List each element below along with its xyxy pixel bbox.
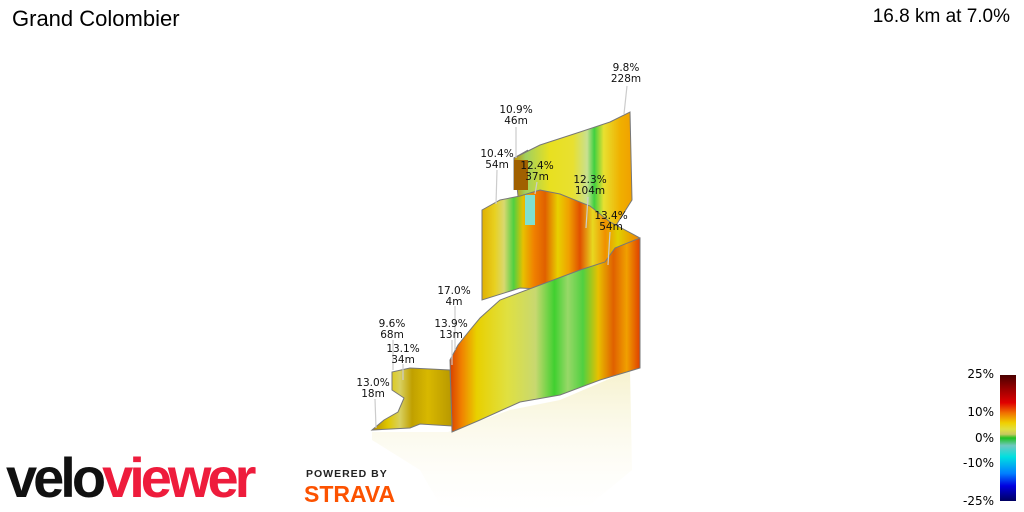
svg-text:9.6%: 9.6%	[379, 318, 406, 330]
svg-text:13.4%: 13.4%	[594, 210, 627, 222]
annotation-summit: 9.8% 228m	[611, 62, 641, 85]
profile-dark-block	[514, 160, 528, 190]
svg-text:13.9%: 13.9%	[434, 318, 467, 330]
annotation-2: 10.9% 46m	[499, 104, 532, 127]
annotation-leaders	[374, 85, 628, 429]
climb-title: Grand Colombier	[12, 6, 180, 31]
annotation-11: 13.0% 18m	[356, 377, 389, 400]
svg-text:228m: 228m	[611, 73, 641, 85]
annotation-5: 12.3% 104m	[573, 174, 606, 197]
svg-text:54m: 54m	[485, 159, 509, 171]
profile-cyan-strip	[525, 195, 535, 225]
climb-summary: 16.8 km at 7.0%	[872, 6, 1010, 27]
annotation-7: 17.0% 4m	[437, 285, 470, 308]
annotation-10: 13.1% 34m	[386, 343, 419, 366]
svg-text:13.0%: 13.0%	[356, 377, 389, 389]
legend-tick-neg10: -10%	[962, 456, 994, 470]
svg-text:18m: 18m	[361, 388, 385, 400]
svg-text:10.4%: 10.4%	[480, 148, 513, 160]
annotation-4: 12.4% 37m	[520, 160, 553, 183]
profile-reflection	[372, 370, 632, 512]
strava-logo[interactable]: STRAVA	[304, 481, 396, 507]
annotation-6: 13.4% 54m	[594, 210, 627, 233]
legend-tick-10: 10%	[967, 405, 994, 419]
legend-tick-25: 25%	[967, 367, 994, 381]
legend-tick-neg25: -25%	[962, 494, 994, 508]
svg-text:9.8%: 9.8%	[613, 62, 640, 74]
svg-text:17.0%: 17.0%	[437, 285, 470, 297]
annotation-9: 9.6% 68m	[379, 318, 406, 341]
svg-text:68m: 68m	[380, 329, 404, 341]
annotation-8: 13.9% 13m	[434, 318, 467, 341]
svg-text:37m: 37m	[525, 171, 549, 183]
svg-text:12.3%: 12.3%	[573, 174, 606, 186]
svg-text:13.1%: 13.1%	[386, 343, 419, 355]
profile-segment-start	[370, 367, 453, 431]
svg-text:104m: 104m	[575, 185, 605, 197]
annotation-3: 10.4% 54m	[480, 148, 513, 171]
legend-tick-0: 0%	[974, 431, 994, 445]
svg-text:46m: 46m	[504, 115, 528, 127]
svg-text:10.9%: 10.9%	[499, 104, 532, 116]
gradient-color-legend	[1000, 375, 1016, 501]
svg-text:12.4%: 12.4%	[520, 160, 553, 172]
logo-part-viewer: viewer	[102, 446, 256, 509]
logo-part-velo: velo	[6, 446, 106, 509]
profile-segment-lower	[449, 237, 641, 433]
svg-text:4m: 4m	[446, 296, 463, 308]
svg-text:34m: 34m	[391, 354, 415, 366]
veloviewer-logo[interactable]: veloviewer	[6, 450, 256, 506]
svg-text:54m: 54m	[599, 221, 623, 233]
svg-text:13m: 13m	[439, 329, 463, 341]
powered-by-text: POWERED BY	[306, 468, 388, 480]
